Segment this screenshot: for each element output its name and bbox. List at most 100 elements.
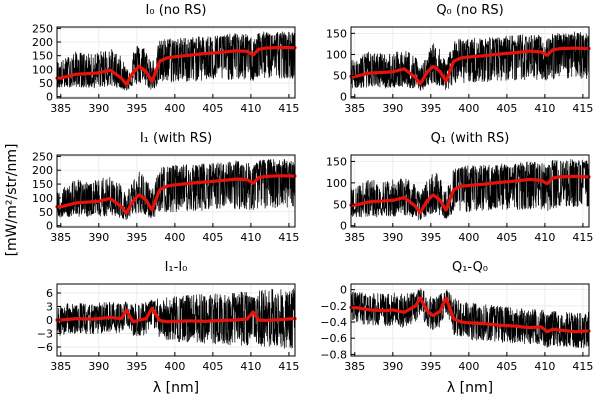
smooth-spectrum-line bbox=[55, 174, 297, 215]
x-tick-label: 410 bbox=[534, 231, 555, 244]
x-tick-label: 395 bbox=[420, 231, 441, 244]
y-tick-label: 50 bbox=[39, 206, 53, 219]
x-tick-label: 395 bbox=[420, 360, 441, 373]
smooth-spectrum-line bbox=[55, 45, 297, 86]
x-tick-label: 410 bbox=[534, 360, 555, 373]
x-tick-label: 390 bbox=[88, 231, 109, 244]
x-tick-label: 405 bbox=[496, 360, 517, 373]
x-tick-label: 395 bbox=[420, 102, 441, 115]
y-tick-label: 0 bbox=[340, 220, 347, 233]
smooth-spectrum-line bbox=[55, 306, 297, 324]
x-tick-label: 395 bbox=[126, 231, 147, 244]
panel-i0: I₀ (no RS) 385 390 395 400 405 410 415 05010015… bbox=[32, 3, 299, 115]
x-tick-label: 395 bbox=[126, 102, 147, 115]
plot-frame bbox=[56, 154, 296, 228]
noisy-spectrum-line bbox=[56, 158, 296, 220]
x-tick-label: 410 bbox=[534, 102, 555, 115]
panel-title: Q₁-Q₀ bbox=[452, 260, 488, 275]
x-tick-label: 405 bbox=[202, 360, 223, 373]
y-tick-label: −3 bbox=[37, 328, 53, 341]
noisy-spectrum-line bbox=[350, 31, 590, 91]
x-tick-label: 385 bbox=[344, 360, 365, 373]
y-tick-label: −0.2 bbox=[320, 300, 347, 313]
x-tick-label: 385 bbox=[50, 231, 71, 244]
x-tick-label: 405 bbox=[202, 231, 223, 244]
panel-q-difference: Q₁-Q₀ 385 390 395 400 405 410 415 −0.8 −0.6 −0.4 −… bbox=[320, 260, 593, 373]
y-tick-label: 250 bbox=[32, 22, 53, 35]
x-tick-label: 410 bbox=[240, 360, 261, 373]
y-tick-label: 150 bbox=[326, 155, 347, 168]
x-tick-label: 410 bbox=[240, 102, 261, 115]
y-tick-label: 0 bbox=[46, 91, 53, 104]
y-tick-label: −6 bbox=[37, 341, 53, 354]
smooth-spectrum-line bbox=[349, 296, 591, 334]
x-tick-label: 385 bbox=[50, 102, 71, 115]
x-tick-label: 395 bbox=[126, 360, 147, 373]
x-tick-label: 385 bbox=[344, 102, 365, 115]
y-tick-label: −0.8 bbox=[320, 348, 347, 361]
plot-frame bbox=[350, 283, 590, 357]
y-tick-label: 50 bbox=[333, 70, 347, 83]
y-tick-label: 50 bbox=[39, 77, 53, 90]
y-tick-label: 100 bbox=[326, 177, 347, 190]
y-tick-label: 3 bbox=[46, 301, 53, 314]
panel-q1: Q₁ (with RS) 385 390 395 400 405 410 415 0 50 100… bbox=[326, 131, 593, 244]
y-tick-label: 0 bbox=[340, 284, 347, 297]
x-tick-label: 415 bbox=[572, 231, 593, 244]
x-tick-label: 415 bbox=[278, 231, 299, 244]
y-tick-label: 150 bbox=[326, 27, 347, 40]
x-tick-label: 390 bbox=[382, 102, 403, 115]
x-tick-label: 415 bbox=[278, 102, 299, 115]
y-tick-label: 0 bbox=[340, 91, 347, 104]
panel-i1: I₁ (with RS) 385 390 395 400 405 410 415 050100… bbox=[32, 131, 299, 244]
x-tick-label: 400 bbox=[458, 231, 479, 244]
y-tick-label: 200 bbox=[32, 36, 53, 49]
x-tick-label: 405 bbox=[202, 102, 223, 115]
x-axis-label-right: λ [nm] bbox=[447, 380, 493, 396]
y-tick-label: −0.4 bbox=[320, 316, 347, 329]
y-tick-label: 6 bbox=[46, 287, 53, 300]
noisy-spectrum-line bbox=[56, 288, 296, 349]
x-tick-label: 405 bbox=[496, 231, 517, 244]
y-tick-label: 0 bbox=[46, 314, 53, 327]
x-tick-label: 385 bbox=[344, 231, 365, 244]
x-tick-label: 400 bbox=[458, 102, 479, 115]
plot-frame bbox=[56, 26, 296, 99]
x-tick-label: 385 bbox=[50, 360, 71, 373]
y-tick-label: 0 bbox=[46, 220, 53, 233]
y-tick-label: 50 bbox=[333, 198, 347, 211]
smooth-spectrum-line bbox=[349, 174, 591, 215]
panel-title: I₁ (with RS) bbox=[140, 131, 212, 146]
y-tick-label: 100 bbox=[32, 192, 53, 205]
x-tick-label: 400 bbox=[164, 360, 185, 373]
x-tick-label: 390 bbox=[88, 360, 109, 373]
plot-frame bbox=[350, 26, 590, 99]
y-tick-label: 150 bbox=[32, 178, 53, 191]
x-tick-label: 400 bbox=[164, 231, 185, 244]
plot-frame bbox=[350, 154, 590, 228]
x-tick-label: 415 bbox=[572, 102, 593, 115]
x-axis-label-left: λ [nm] bbox=[153, 380, 199, 396]
noisy-spectrum-line bbox=[56, 31, 296, 91]
x-tick-label: 410 bbox=[240, 231, 261, 244]
x-tick-label: 390 bbox=[88, 102, 109, 115]
x-tick-label: 405 bbox=[496, 102, 517, 115]
smooth-spectrum-line bbox=[349, 46, 591, 86]
x-tick-label: 400 bbox=[458, 360, 479, 373]
y-tick-label: −0.6 bbox=[320, 332, 347, 345]
panel-title: Q₀ (no RS) bbox=[436, 3, 503, 18]
x-tick-label: 415 bbox=[278, 360, 299, 373]
y-tick-label: 100 bbox=[32, 63, 53, 76]
y-tick-label: 250 bbox=[32, 150, 53, 163]
x-tick-label: 415 bbox=[572, 360, 593, 373]
noisy-spectrum-line bbox=[350, 159, 590, 221]
noisy-spectrum-line bbox=[350, 288, 590, 349]
x-tick-label: 400 bbox=[164, 102, 185, 115]
panel-q0: Q₀ (no RS) 385 390 395 400 405 410 415 0 50 100 15… bbox=[326, 3, 593, 115]
y-tick-label: 150 bbox=[32, 50, 53, 63]
y-tick-label: 100 bbox=[326, 48, 347, 61]
panel-title: I₀ (no RS) bbox=[146, 3, 207, 18]
y-axis-label: [mW/m²/str/nm] bbox=[4, 144, 20, 257]
